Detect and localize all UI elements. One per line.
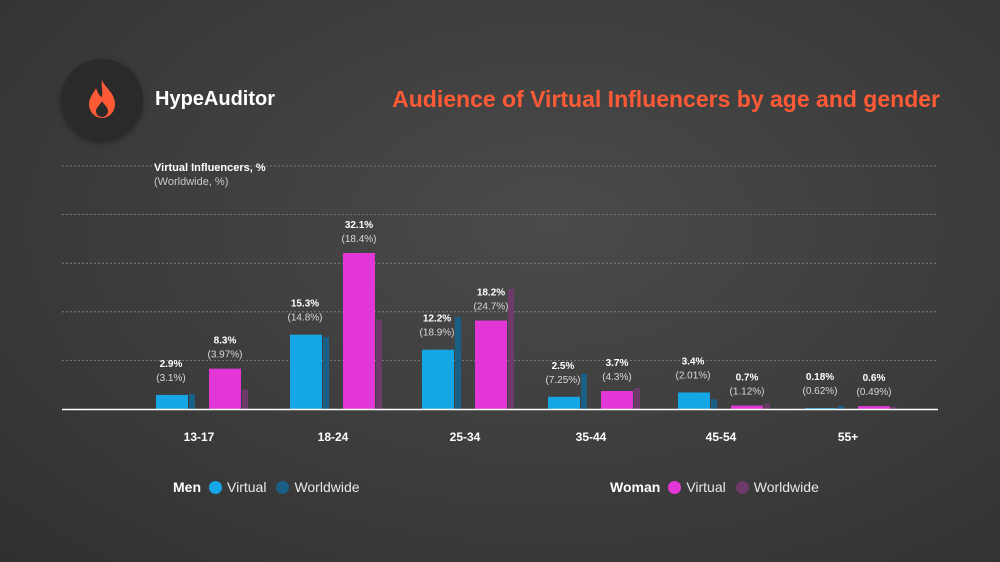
data-label-men-worldwide: (14.8%) <box>287 313 322 324</box>
bar-women-virtual <box>601 391 633 409</box>
bar-men-virtual <box>548 396 580 409</box>
bar-women-worldwide <box>376 319 382 409</box>
flame-icon <box>89 80 115 118</box>
legend-women: Woman Virtual Worldwide <box>610 479 829 495</box>
bar-men-worldwide <box>323 337 329 409</box>
bar-men-virtual <box>422 349 454 409</box>
legend-text: Worldwide <box>753 479 819 495</box>
x-tick-label: 45-54 <box>706 430 737 444</box>
data-label-men-virtual: 12.2% <box>423 314 451 325</box>
bar-women-virtual <box>209 368 241 409</box>
data-label-women-virtual: 0.6% <box>863 373 886 384</box>
legend-text: Worldwide <box>294 479 360 495</box>
legend-women-worldwide: Worldwide <box>735 479 819 495</box>
chart-title: Audience of Virtual Influencers by age a… <box>392 86 940 112</box>
legend-swatch <box>735 480 749 494</box>
data-label-women-virtual: 0.7% <box>736 373 759 384</box>
x-tick-label: 35-44 <box>576 430 607 444</box>
logo <box>61 59 143 141</box>
x-tick-label: 13-17 <box>184 430 215 444</box>
legend-swatch <box>209 480 222 494</box>
bar-women-worldwide <box>242 389 248 409</box>
data-label-men-worldwide: (7.25%) <box>545 375 580 386</box>
data-label-men-virtual: 2.5% <box>552 361 575 372</box>
bar-women-virtual <box>731 405 763 409</box>
bar-women-worldwide <box>764 403 770 409</box>
y-axis-sublabel: (Worldwide, %) <box>154 176 228 188</box>
data-label-men-worldwide: (0.62%) <box>802 386 837 397</box>
bar-men-worldwide <box>455 317 461 409</box>
legend-men-virtual: Virtual <box>209 479 266 495</box>
bar-men-worldwide <box>838 405 844 409</box>
bar-men-virtual <box>805 408 837 409</box>
legend-women-virtual: Virtual <box>668 479 726 495</box>
legend-women-label: Woman <box>610 479 661 495</box>
y-axis-label: Virtual Influencers, % <box>154 162 266 174</box>
legend-text: Virtual <box>227 479 267 495</box>
legend-men-worldwide: Worldwide <box>276 479 360 495</box>
bar-women-virtual <box>475 320 507 409</box>
bar-women-worldwide <box>508 288 514 409</box>
data-label-women-worldwide: (18.4%) <box>341 234 376 245</box>
data-label-women-worldwide: (1.12%) <box>729 387 764 398</box>
bar-men-virtual <box>156 394 188 409</box>
data-label-men-worldwide: (2.01%) <box>675 370 710 381</box>
legend-men: Men Virtual Worldwide <box>173 479 370 495</box>
data-label-men-virtual: 15.3% <box>291 299 319 310</box>
bar-women-worldwide <box>634 388 640 409</box>
bar-women-virtual <box>858 406 890 409</box>
bar-men-virtual <box>290 334 322 409</box>
bar-men-worldwide <box>189 393 195 409</box>
data-label-women-virtual: 3.7% <box>606 358 629 369</box>
data-label-women-worldwide: (0.49%) <box>856 387 891 398</box>
x-tick-label: 18-24 <box>318 430 349 444</box>
bar-women-virtual <box>343 252 375 409</box>
bar-men-worldwide <box>711 399 717 409</box>
data-label-men-worldwide: (18.9%) <box>419 328 454 339</box>
data-label-women-worldwide: (4.3%) <box>602 372 631 383</box>
legend-men-label: Men <box>173 479 201 495</box>
data-label-men-virtual: 3.4% <box>682 356 705 367</box>
legend-text: Virtual <box>686 479 726 495</box>
brand-name: HypeAuditor <box>155 88 275 110</box>
x-tick-label: 25-34 <box>450 430 481 444</box>
bar-men-worldwide <box>581 373 587 409</box>
data-label-men-worldwide: (3.1%) <box>156 373 185 384</box>
data-label-women-virtual: 8.3% <box>214 336 237 347</box>
data-label-women-virtual: 18.2% <box>477 288 505 299</box>
x-tick-label: 55+ <box>838 430 858 444</box>
data-label-women-worldwide: (24.7%) <box>473 302 508 313</box>
bar-women-worldwide <box>891 406 897 409</box>
legend-swatch <box>276 480 290 494</box>
data-label-men-virtual: 2.9% <box>160 359 183 370</box>
bar-men-virtual <box>678 392 710 409</box>
data-label-women-virtual: 32.1% <box>345 220 373 231</box>
data-label-men-virtual: 0.18% <box>806 372 834 383</box>
data-label-women-worldwide: (3.97%) <box>207 350 242 361</box>
legend-swatch <box>668 480 682 494</box>
